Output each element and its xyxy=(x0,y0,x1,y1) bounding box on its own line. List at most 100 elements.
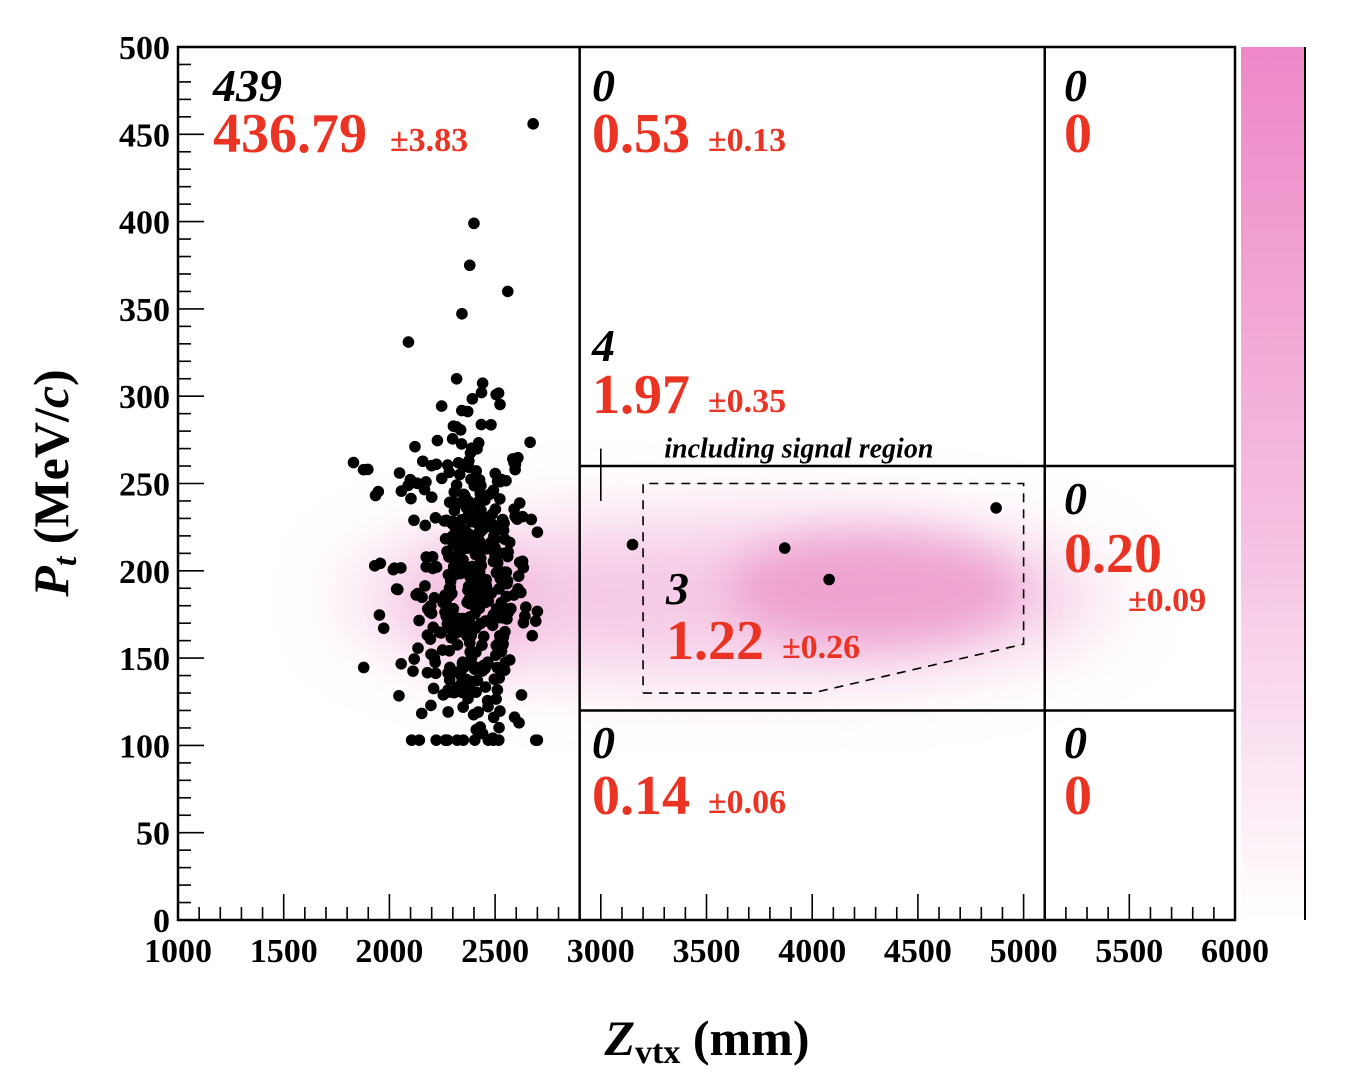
data-point xyxy=(491,661,504,674)
data-point xyxy=(456,656,469,668)
data-point xyxy=(470,646,482,658)
data-point xyxy=(424,633,437,645)
expected-error: ±0.06 xyxy=(708,784,786,821)
data-point xyxy=(457,734,470,746)
data-point xyxy=(455,438,468,450)
data-point xyxy=(471,517,483,529)
data-point xyxy=(482,656,494,668)
y-tick-label: 300 xyxy=(119,379,170,416)
data-point xyxy=(519,610,531,622)
data-point xyxy=(393,467,406,479)
data-point xyxy=(778,542,791,554)
x-axis-title-unit: (mm) xyxy=(680,1010,809,1066)
data-point xyxy=(407,665,419,677)
region-boundaries xyxy=(578,47,1235,920)
data-point xyxy=(416,455,429,468)
signal-region-label: including signal region xyxy=(664,433,933,464)
data-point xyxy=(462,580,475,593)
data-point xyxy=(461,630,473,642)
y-tick-label: 250 xyxy=(119,467,170,504)
expected-error: ±0.09 xyxy=(1128,582,1206,619)
expected-error: ±3.83 xyxy=(390,122,468,159)
data-point xyxy=(489,649,502,661)
expected-count: 1.97 xyxy=(592,364,690,426)
data-point xyxy=(474,526,486,539)
data-point xyxy=(475,418,488,431)
data-point xyxy=(447,517,460,529)
x-tick-label: 4000 xyxy=(778,933,846,970)
data-point xyxy=(466,560,479,573)
x-tick-label: 6000 xyxy=(1201,933,1269,970)
data-point xyxy=(412,642,424,654)
data-point xyxy=(477,630,490,643)
data-point xyxy=(990,502,1002,514)
axes: 1000 1500 2000 2500 3000 3500 4000 4500 5000 5500… xyxy=(119,30,1269,970)
x-axis-title-main: Z xyxy=(604,1010,636,1066)
data-point xyxy=(486,508,498,521)
data-point xyxy=(479,681,492,693)
data-point xyxy=(501,285,514,298)
y-tick-label: 0 xyxy=(153,903,170,940)
data-point xyxy=(487,484,500,497)
data-point xyxy=(408,653,421,665)
data-point xyxy=(494,520,507,533)
expected-error: ±0.13 xyxy=(708,122,786,159)
data-point xyxy=(511,513,523,525)
x-tick-label: 2000 xyxy=(355,933,423,970)
observed-count: 0 xyxy=(1064,473,1087,524)
data-point xyxy=(509,463,521,476)
data-point xyxy=(494,493,506,505)
data-point xyxy=(425,491,438,503)
data-point xyxy=(408,514,420,527)
data-point xyxy=(425,699,437,712)
data-point xyxy=(372,485,385,498)
data-point xyxy=(526,629,539,642)
data-point xyxy=(459,490,471,503)
data-point xyxy=(472,437,485,449)
data-point xyxy=(426,562,439,575)
data-point xyxy=(508,711,521,723)
data-point xyxy=(476,665,489,677)
data-point xyxy=(443,582,456,595)
data-point xyxy=(499,605,512,618)
data-point xyxy=(421,666,434,679)
data-point xyxy=(419,580,431,592)
data-point xyxy=(429,667,442,680)
data-point xyxy=(464,447,477,459)
observed-count: 4 xyxy=(591,320,615,371)
data-point xyxy=(435,472,448,485)
data-point xyxy=(527,118,539,130)
observed-count: 3 xyxy=(665,563,689,614)
data-point xyxy=(502,546,514,558)
y-axis-title-unit-pre: (MeV/ xyxy=(23,407,79,557)
expected-count: 436.79 xyxy=(213,103,367,165)
y-tick-label: 400 xyxy=(119,205,170,242)
data-point xyxy=(439,532,452,545)
x-tick-label: 1000 xyxy=(144,933,212,970)
data-point xyxy=(472,706,484,718)
data-point xyxy=(459,524,471,536)
data-point xyxy=(377,622,390,635)
data-point xyxy=(347,456,360,469)
data-point xyxy=(435,400,448,412)
data-point xyxy=(517,561,530,574)
data-point xyxy=(446,433,459,445)
data-point xyxy=(529,734,542,746)
data-point xyxy=(493,721,505,734)
data-point xyxy=(435,627,447,639)
data-point xyxy=(426,550,439,563)
y-tick-label: 350 xyxy=(119,292,170,329)
data-point xyxy=(440,610,452,622)
data-point xyxy=(466,393,479,405)
data-point xyxy=(442,706,454,718)
data-point xyxy=(413,614,425,627)
data-point xyxy=(441,459,454,471)
data-point xyxy=(472,590,484,602)
data-point xyxy=(461,540,474,552)
data-point xyxy=(513,497,526,509)
y-axis-title-unit-post: ) xyxy=(23,369,79,386)
data-point xyxy=(507,453,519,465)
data-point xyxy=(450,479,463,491)
data-point xyxy=(373,609,386,621)
